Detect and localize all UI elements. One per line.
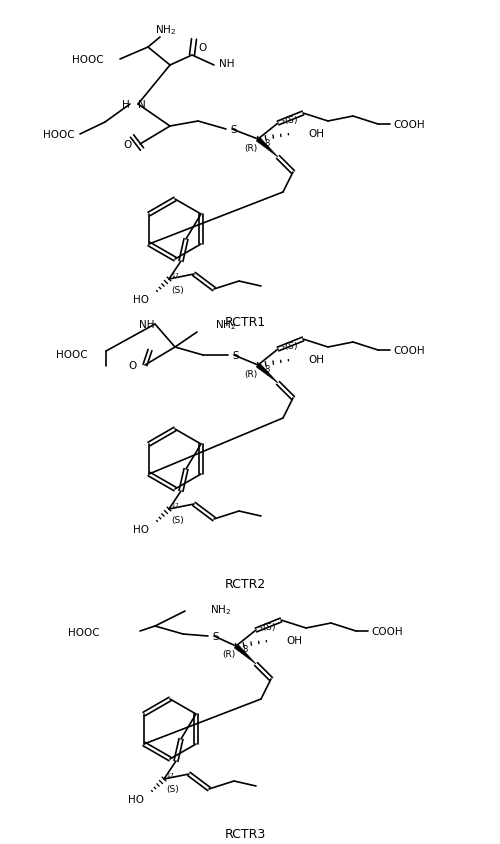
Text: (S): (S)	[171, 285, 183, 295]
Text: $^{17}$: $^{17}$	[166, 771, 175, 781]
Text: HOOC: HOOC	[68, 627, 100, 637]
Text: S: S	[230, 125, 236, 135]
Text: H: H	[122, 100, 130, 110]
Text: COOH: COOH	[393, 345, 424, 355]
Text: O: O	[129, 360, 137, 371]
Text: S: S	[232, 350, 238, 360]
Text: RCTR2: RCTR2	[224, 578, 266, 591]
Text: OH: OH	[286, 636, 302, 645]
Text: OH: OH	[308, 354, 324, 365]
Text: COOH: COOH	[393, 120, 424, 130]
Text: HOOC: HOOC	[44, 130, 75, 140]
Text: (S): (S)	[166, 785, 178, 793]
Polygon shape	[256, 364, 278, 383]
Text: 8: 8	[242, 645, 248, 654]
Text: (S): (S)	[171, 515, 183, 524]
Text: HOOC: HOOC	[72, 55, 104, 65]
Text: $^{17}$: $^{17}$	[171, 502, 180, 511]
Text: NH$_2$: NH$_2$	[155, 23, 176, 37]
Text: NH$_2$: NH$_2$	[210, 603, 231, 616]
Text: O: O	[198, 43, 206, 53]
Text: NH: NH	[140, 320, 155, 330]
Text: NH: NH	[219, 59, 234, 69]
Text: HOOC: HOOC	[56, 349, 88, 360]
Text: $_{7}$(S): $_{7}$(S)	[280, 340, 298, 353]
Text: $_{7}$(S): $_{7}$(S)	[280, 115, 298, 127]
Text: (R): (R)	[244, 369, 257, 378]
Text: O: O	[124, 140, 132, 150]
Polygon shape	[256, 138, 278, 158]
Text: HO: HO	[133, 295, 149, 305]
Text: COOH: COOH	[371, 626, 402, 636]
Text: OH: OH	[308, 129, 324, 138]
Text: $_{7}$(S): $_{7}$(S)	[258, 621, 276, 634]
Text: 8: 8	[264, 364, 270, 373]
Text: NH$_2$: NH$_2$	[215, 317, 236, 332]
Text: 8: 8	[264, 138, 270, 148]
Text: S: S	[212, 631, 218, 641]
Text: N: N	[138, 100, 146, 110]
Text: HO: HO	[133, 524, 149, 534]
Text: (R): (R)	[244, 143, 257, 152]
Text: RCTR3: RCTR3	[224, 827, 266, 841]
Polygon shape	[234, 644, 256, 664]
Text: HO: HO	[128, 794, 144, 804]
Text: RCTR1: RCTR1	[224, 315, 266, 328]
Text: (R): (R)	[222, 650, 235, 658]
Text: $^{17}$: $^{17}$	[171, 272, 180, 281]
